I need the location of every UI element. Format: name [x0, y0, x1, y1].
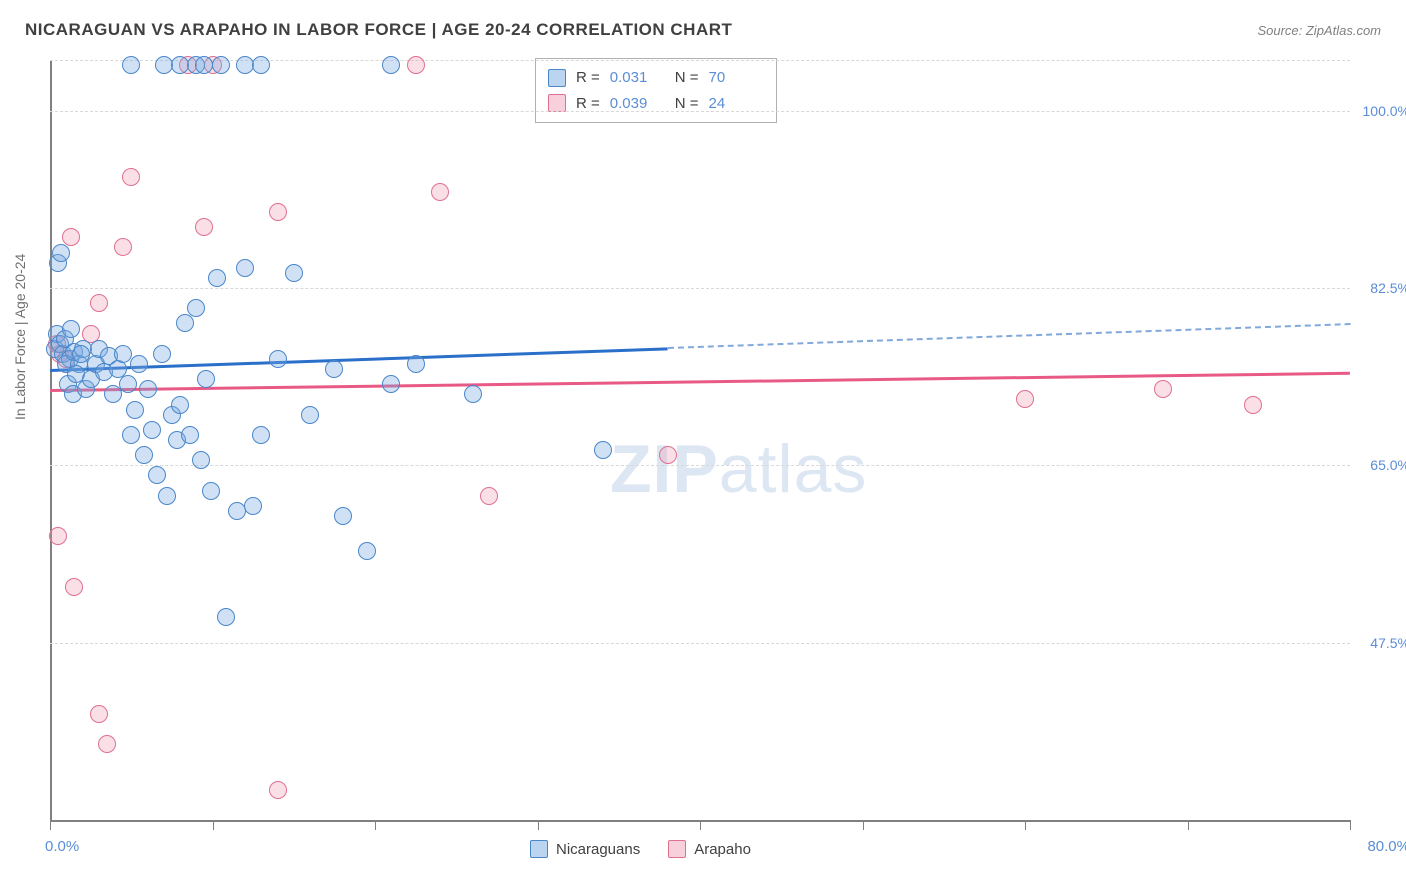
data-point: [135, 446, 153, 464]
data-point: [1244, 396, 1262, 414]
data-point: [122, 56, 140, 74]
data-point: [90, 705, 108, 723]
data-point: [122, 426, 140, 444]
data-point: [114, 238, 132, 256]
data-point: [208, 269, 226, 287]
data-point: [122, 168, 140, 186]
data-point: [236, 259, 254, 277]
series-legend: Nicaraguans Arapaho: [530, 840, 751, 858]
x-max-label: 80.0%: [1367, 838, 1406, 855]
gridline: [50, 465, 1350, 466]
data-point: [334, 507, 352, 525]
data-point: [192, 451, 210, 469]
data-point: [594, 441, 612, 459]
stats-row-blue: R = 0.031 N = 70: [548, 65, 764, 91]
chart-title: NICARAGUAN VS ARAPAHO IN LABOR FORCE | A…: [25, 20, 732, 40]
stats-row-pink: R = 0.039 N = 24: [548, 91, 764, 117]
gridline: [50, 111, 1350, 112]
data-point: [285, 264, 303, 282]
source-label: Source: ZipAtlas.com: [1257, 23, 1381, 38]
legend-label: Arapaho: [694, 841, 751, 858]
data-point: [269, 350, 287, 368]
data-point: [119, 375, 137, 393]
x-tick: [538, 820, 539, 830]
data-point: [139, 380, 157, 398]
data-point: [1016, 390, 1034, 408]
x-tick: [213, 820, 214, 830]
data-point: [98, 735, 116, 753]
data-point: [52, 244, 70, 262]
data-point: [358, 542, 376, 560]
data-point: [1154, 380, 1172, 398]
data-point: [153, 345, 171, 363]
data-point: [212, 56, 230, 74]
data-point: [195, 218, 213, 236]
data-point: [217, 608, 235, 626]
data-point: [65, 578, 83, 596]
gridline: [50, 643, 1350, 644]
y-tick-label: 100.0%: [1363, 103, 1406, 119]
data-point: [382, 375, 400, 393]
x-tick: [863, 820, 864, 830]
data-point: [480, 487, 498, 505]
pink-swatch-icon: [668, 840, 686, 858]
x-tick: [1188, 820, 1189, 830]
data-point: [382, 56, 400, 74]
data-point: [252, 56, 270, 74]
x-tick: [700, 820, 701, 830]
y-tick-label: 82.5%: [1370, 280, 1406, 296]
data-point: [143, 421, 161, 439]
data-point: [301, 406, 319, 424]
data-point: [171, 396, 189, 414]
data-point: [659, 446, 677, 464]
x-tick: [50, 820, 51, 830]
data-point: [114, 345, 132, 363]
data-point: [187, 299, 205, 317]
data-point: [325, 360, 343, 378]
data-point: [130, 355, 148, 373]
x-tick: [1350, 820, 1351, 830]
swatch-blue-icon: [548, 69, 566, 87]
stats-box: R = 0.031 N = 70 R = 0.039 N = 24: [535, 58, 777, 123]
data-point: [407, 355, 425, 373]
data-point: [90, 294, 108, 312]
data-point: [49, 527, 67, 545]
data-point: [126, 401, 144, 419]
x-tick: [375, 820, 376, 830]
x-min-label: 0.0%: [45, 838, 79, 855]
plot-area: ZIPatlas R = 0.031 N = 70 R = 0.039 N = …: [50, 60, 1350, 822]
data-point: [158, 487, 176, 505]
data-point: [148, 466, 166, 484]
data-point: [252, 426, 270, 444]
data-point: [176, 314, 194, 332]
y-tick-label: 47.5%: [1370, 635, 1406, 651]
y-tick-label: 65.0%: [1370, 457, 1406, 473]
data-point: [244, 497, 262, 515]
data-point: [407, 56, 425, 74]
data-point: [181, 426, 199, 444]
swatch-pink-icon: [548, 94, 566, 112]
watermark: ZIPatlas: [610, 430, 867, 508]
legend-item: Arapaho: [668, 840, 751, 858]
blue-swatch-icon: [530, 840, 548, 858]
gridline: [50, 288, 1350, 289]
data-point: [197, 370, 215, 388]
legend-label: Nicaraguans: [556, 841, 640, 858]
data-point: [269, 203, 287, 221]
trend-line: [667, 323, 1350, 349]
x-tick: [1025, 820, 1026, 830]
data-point: [62, 320, 80, 338]
y-axis-label: In Labor Force | Age 20-24: [12, 254, 28, 420]
data-point: [202, 482, 220, 500]
legend-item: Nicaraguans: [530, 840, 640, 858]
data-point: [431, 183, 449, 201]
data-point: [464, 385, 482, 403]
data-point: [269, 781, 287, 799]
